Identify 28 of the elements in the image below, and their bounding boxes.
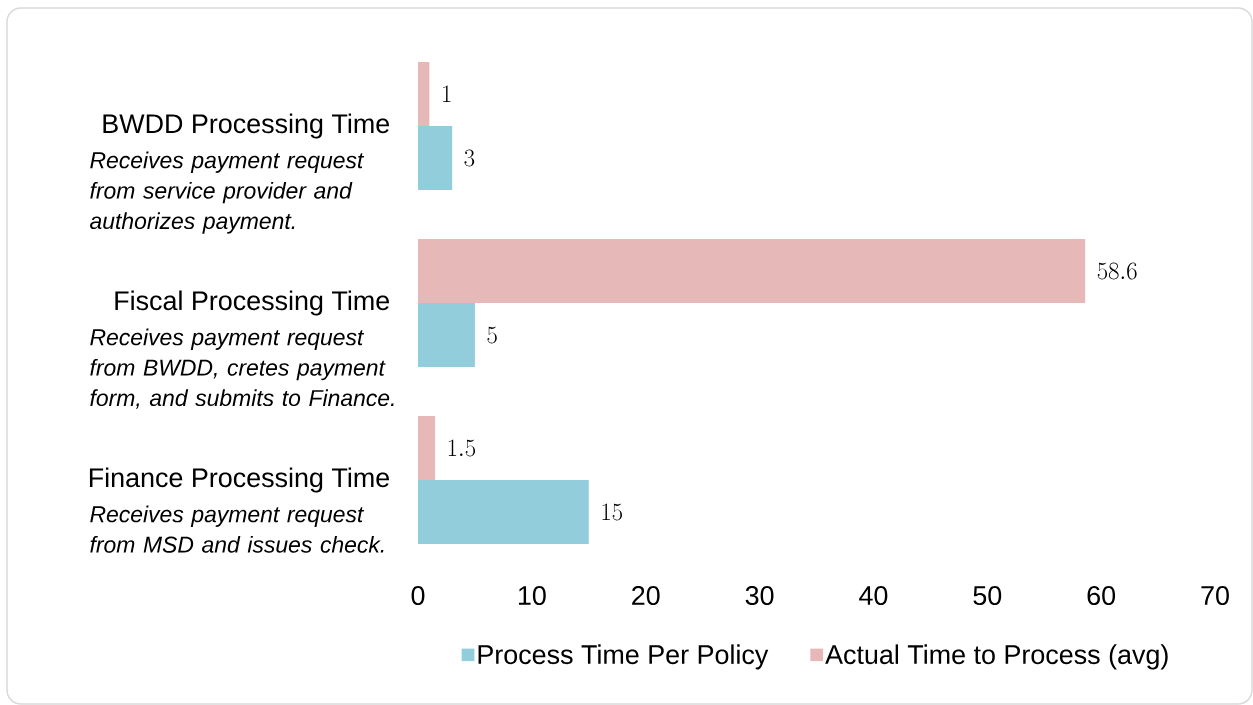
x-tick-label: 70: [1201, 586, 1229, 606]
text: Receives payment request from BWDD, cretes payment form, and submits to Finance.: [90, 328, 394, 409]
bar: [418, 303, 475, 367]
legend-label: Actual Time to Process (avg): [825, 644, 1168, 670]
x-tick-label: 40: [859, 586, 888, 606]
y-tick-label: Finance Processing Time: [89, 467, 389, 493]
x-tick-label: 10: [518, 586, 546, 606]
bar: [418, 62, 430, 126]
bar: [418, 239, 1086, 303]
bar: [418, 416, 436, 481]
y-tick-label: Fiscal Processing Time: [115, 290, 390, 316]
data-label: 58.6: [1097, 262, 1137, 280]
text: Receives payment request from service provider and authorizes payment.: [90, 151, 365, 234]
data-label: 1: [443, 85, 451, 102]
data-label: 3: [464, 149, 475, 167]
legend-label: Process Time Per Policy: [478, 644, 769, 670]
data-label: 5: [487, 326, 497, 344]
text: Receives payment request from MSD and issues check.: [90, 505, 384, 553]
x-tick-label: 60: [1087, 586, 1116, 606]
data-label: 1 .5: [448, 439, 476, 457]
bar: [418, 126, 453, 190]
x-tick-label: 0: [411, 586, 425, 606]
x-tick-label: 50: [973, 586, 1002, 606]
data-label: 15: [602, 503, 622, 521]
x-tick-label: 20: [632, 586, 660, 606]
bar: [418, 480, 589, 545]
x-tick-label: 30: [745, 586, 774, 606]
y-tick-label: BWDD Processing Time: [103, 113, 390, 139]
